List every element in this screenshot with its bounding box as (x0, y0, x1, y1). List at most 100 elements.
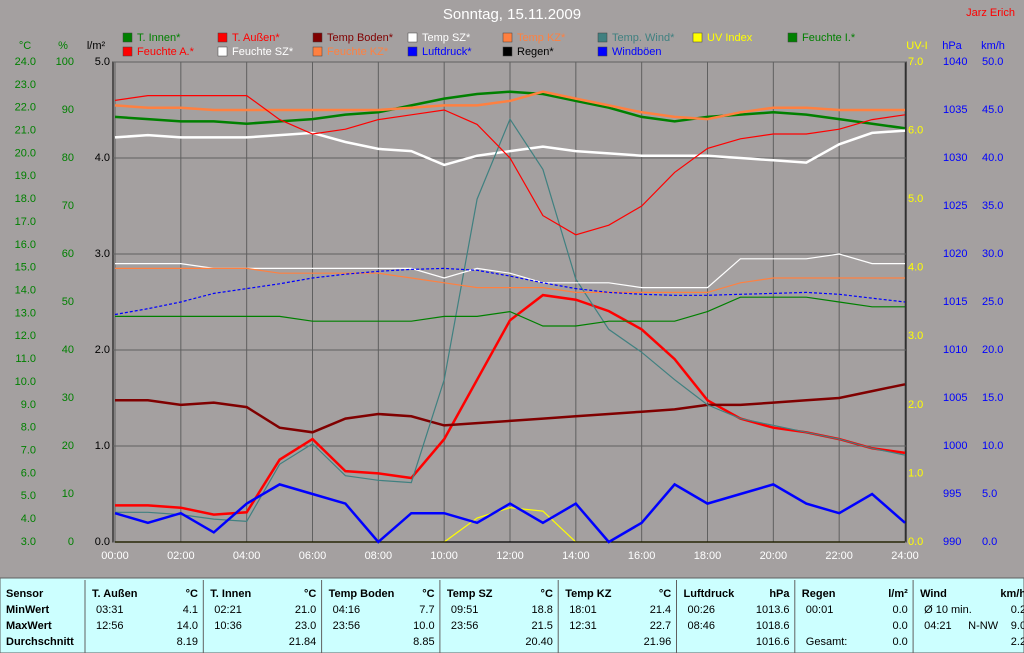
stats-table (0, 577, 1024, 653)
legend-swatch (407, 32, 418, 43)
column-header: T. Außen (92, 588, 138, 600)
table-cell: 03:31 (96, 604, 124, 616)
legend-label: Feuchte KZ* (327, 46, 389, 58)
y-tick-label: 0 (68, 536, 74, 548)
y-tick-label: 13.0 (15, 307, 36, 319)
y-tick-label: 11.0 (15, 353, 36, 365)
y-tick-label: 10.0 (15, 376, 36, 388)
legend-swatch (502, 46, 513, 57)
legend-label: Temp. Wind* (612, 32, 675, 44)
y-tick-label: 1040 (943, 56, 967, 68)
table-cell: 21.0 (295, 604, 316, 616)
table-cell: 23:56 (451, 620, 479, 632)
y-tick-label: 6.0 (21, 467, 36, 479)
table-cell: 12:56 (96, 620, 124, 632)
y-tick-label: 3.0 (21, 536, 36, 548)
y-tick-label: 1.0 (95, 440, 110, 452)
y-tick-label: 1005 (943, 392, 967, 404)
column-header: Luftdruck (684, 588, 736, 600)
table-cell: 23:56 (333, 620, 361, 632)
y-tick-label: 15.0 (15, 262, 36, 274)
y-tick-label: 50.0 (982, 56, 1003, 68)
table-cell: 0.0 (893, 620, 908, 632)
y-tick-label: 0.0 (95, 536, 110, 548)
legend-swatch (597, 32, 608, 43)
y-tick-label: 0.0 (908, 536, 923, 548)
y-tick-label: 100 (56, 56, 74, 68)
legend-swatch (217, 32, 228, 43)
legend-swatch (312, 32, 323, 43)
x-tick-label: 00:00 (101, 550, 129, 562)
table-cell: N-NW (968, 620, 999, 632)
table-cell: 20.40 (525, 636, 553, 648)
y-tick-label: 0.0 (982, 536, 997, 548)
y-tick-label: 4.0 (908, 262, 923, 274)
y-tick-label: 6.0 (908, 124, 923, 136)
table-cell: 23.0 (295, 620, 316, 632)
series-line (115, 296, 905, 327)
y-tick-label: 1000 (943, 440, 967, 452)
y-tick-label: 5.0 (982, 488, 997, 500)
series-line (114, 90, 906, 130)
column-unit: °C (304, 588, 316, 600)
table-cell: 10:36 (214, 620, 242, 632)
table-cell: 09:51 (451, 604, 479, 616)
y-tick-label: 16.0 (15, 239, 36, 251)
series-line (114, 95, 906, 236)
table-cell: 8.19 (177, 636, 198, 648)
legend-label: T. Innen* (137, 32, 181, 44)
column-header: Wind (920, 588, 947, 600)
table-cell: 1018.6 (756, 620, 790, 632)
y-tick-label: 9.0 (21, 399, 36, 411)
legend-swatch (692, 32, 703, 43)
column-unit: °C (186, 588, 198, 600)
table-cell: 00:01 (806, 604, 834, 616)
legend-label: Temp KZ* (517, 32, 566, 44)
y-tick-label: 17.0 (15, 216, 36, 228)
series-line (115, 117, 906, 523)
table-cell: 1016.6 (756, 636, 790, 648)
legend-label: Temp SZ* (422, 32, 471, 44)
column-unit: l/m² (888, 588, 908, 600)
y-tick-label: 21.0 (15, 124, 36, 136)
legend-swatch (502, 32, 513, 43)
x-tick-label: 20:00 (760, 550, 788, 562)
y-tick-label: 1030 (943, 152, 967, 164)
y-tick-label: 3.0 (95, 248, 110, 260)
y-tick-label: 14.0 (15, 284, 36, 296)
y-tick-label: 19.0 (15, 170, 36, 182)
series-line (114, 129, 906, 167)
series-line (115, 293, 906, 516)
column-header: T. Innen (210, 588, 251, 600)
table-cell: 18.8 (531, 604, 552, 616)
axis-label: °C (19, 40, 31, 52)
y-tick-label: 30 (62, 392, 74, 404)
y-tick-label: 25.0 (982, 296, 1003, 308)
legend-swatch (217, 46, 228, 57)
column-header: Temp KZ (565, 588, 612, 600)
y-tick-label: 1025 (943, 200, 967, 212)
column-unit: km/h (1000, 588, 1024, 600)
table-cell: 9.0 (1011, 620, 1024, 632)
x-tick-label: 06:00 (299, 550, 327, 562)
table-cell: 18:01 (569, 604, 597, 616)
column-header: Temp SZ (447, 588, 493, 600)
table-cell: 21.4 (650, 604, 671, 616)
x-tick-label: 04:00 (233, 550, 261, 562)
y-tick-label: 90 (62, 104, 74, 116)
y-tick-label: 35.0 (982, 200, 1003, 212)
y-tick-label: 3.0 (908, 330, 923, 342)
y-tick-label: 20 (62, 440, 74, 452)
y-tick-label: 60 (62, 248, 74, 260)
series-line (114, 90, 905, 121)
y-tick-label: 1035 (943, 104, 967, 116)
y-tick-label: 40 (62, 344, 74, 356)
table-cell: 8.85 (413, 636, 434, 648)
y-tick-label: 10.0 (982, 440, 1003, 452)
table-cell: 21.84 (289, 636, 317, 648)
series-line (114, 482, 906, 544)
x-tick-label: 08:00 (365, 550, 393, 562)
y-tick-label: 80 (62, 152, 74, 164)
